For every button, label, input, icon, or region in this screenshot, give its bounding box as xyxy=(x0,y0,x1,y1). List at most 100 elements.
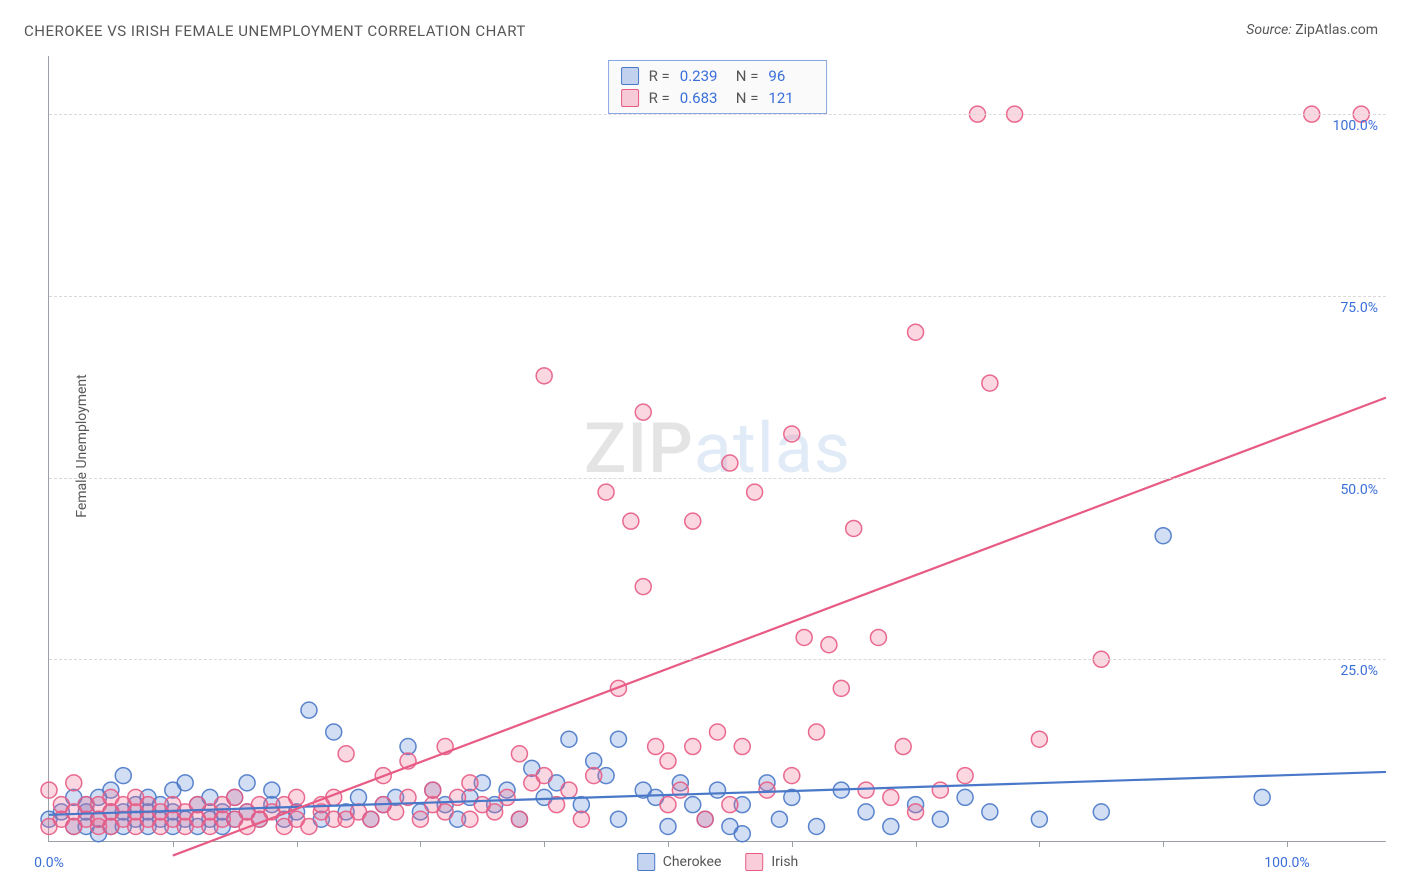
data-point xyxy=(363,811,379,827)
gridline xyxy=(49,659,1386,660)
y-tick-label: 75.0% xyxy=(1340,300,1378,316)
data-point xyxy=(722,797,738,813)
data-point xyxy=(1031,731,1047,747)
data-point xyxy=(610,731,626,747)
data-point xyxy=(239,775,255,791)
legend-bottom: Cherokee Irish xyxy=(637,853,799,871)
data-point xyxy=(982,375,998,391)
data-point xyxy=(858,782,874,798)
chart-svg-layer xyxy=(49,56,1386,841)
y-tick-label: 50.0% xyxy=(1340,482,1378,498)
data-point xyxy=(66,775,82,791)
legend-label-irish: Irish xyxy=(771,854,798,870)
chart-title: CHEROKEE VS IRISH FEMALE UNEMPLOYMENT CO… xyxy=(24,22,526,40)
data-point xyxy=(809,818,825,834)
data-point xyxy=(1031,811,1047,827)
data-point xyxy=(1093,804,1109,820)
legend-swatch-irish xyxy=(745,853,763,871)
data-point xyxy=(957,768,973,784)
data-point xyxy=(598,484,614,500)
data-point xyxy=(685,797,701,813)
data-point xyxy=(883,818,899,834)
data-point xyxy=(908,324,924,340)
data-point xyxy=(610,811,626,827)
data-point xyxy=(722,455,738,471)
data-point xyxy=(487,804,503,820)
gridline xyxy=(49,296,1386,297)
data-point xyxy=(635,579,651,595)
legend-label-cherokee: Cherokee xyxy=(663,854,722,870)
data-point xyxy=(833,680,849,696)
x-minor-tick xyxy=(1287,841,1288,847)
data-point xyxy=(932,782,948,798)
trend-line xyxy=(173,398,1386,856)
data-point xyxy=(573,811,589,827)
data-point xyxy=(586,768,602,784)
data-point xyxy=(883,789,899,805)
data-point xyxy=(685,739,701,755)
data-point xyxy=(437,804,453,820)
data-point xyxy=(660,797,676,813)
data-point xyxy=(623,513,639,529)
data-point xyxy=(177,775,193,791)
x-minor-tick xyxy=(1039,841,1040,847)
data-point xyxy=(511,746,527,762)
data-point xyxy=(771,811,787,827)
chart-source: Source: ZipAtlas.com xyxy=(1246,22,1378,38)
x-minor-tick xyxy=(792,841,793,847)
data-point xyxy=(511,811,527,827)
data-point xyxy=(289,789,305,805)
data-point xyxy=(821,637,837,653)
data-point xyxy=(462,775,478,791)
data-point xyxy=(710,724,726,740)
data-point xyxy=(846,520,862,536)
data-point xyxy=(425,782,441,798)
x-minor-tick xyxy=(420,841,421,847)
data-point xyxy=(115,768,131,784)
data-point xyxy=(635,404,651,420)
data-point xyxy=(536,768,552,784)
data-point xyxy=(870,629,886,645)
data-point xyxy=(412,811,428,827)
data-point xyxy=(710,782,726,798)
x-minor-tick xyxy=(1163,841,1164,847)
data-point xyxy=(1254,789,1270,805)
data-point xyxy=(759,782,775,798)
gridline xyxy=(49,114,1386,115)
data-point xyxy=(809,724,825,740)
legend-item-irish: Irish xyxy=(745,853,798,871)
data-point xyxy=(326,724,342,740)
data-point xyxy=(697,811,713,827)
data-point xyxy=(796,629,812,645)
x-tick-label: 0.0% xyxy=(34,855,64,871)
data-point xyxy=(734,826,750,842)
y-tick-label: 25.0% xyxy=(1340,663,1378,679)
data-point xyxy=(561,782,577,798)
x-tick-label: 100.0% xyxy=(1264,855,1309,871)
x-minor-tick xyxy=(297,841,298,847)
data-point xyxy=(660,753,676,769)
data-point xyxy=(301,818,317,834)
data-point xyxy=(685,513,701,529)
x-minor-tick xyxy=(916,841,917,847)
data-point xyxy=(561,731,577,747)
x-minor-tick xyxy=(668,841,669,847)
data-point xyxy=(932,811,948,827)
data-point xyxy=(41,782,57,798)
legend-item-cherokee: Cherokee xyxy=(637,853,722,871)
data-point xyxy=(648,739,664,755)
data-point xyxy=(499,789,515,805)
data-point xyxy=(747,484,763,500)
gridline xyxy=(49,478,1386,479)
data-point xyxy=(1155,528,1171,544)
data-point xyxy=(660,818,676,834)
data-point xyxy=(957,789,973,805)
data-point xyxy=(858,804,874,820)
x-minor-tick xyxy=(544,841,545,847)
chart-plot-area: ZIPatlas R = 0.239 N = 96 R = 0.683 N = … xyxy=(48,56,1386,842)
data-point xyxy=(536,368,552,384)
data-point xyxy=(227,789,243,805)
data-point xyxy=(264,782,280,798)
data-point xyxy=(338,746,354,762)
data-point xyxy=(784,426,800,442)
